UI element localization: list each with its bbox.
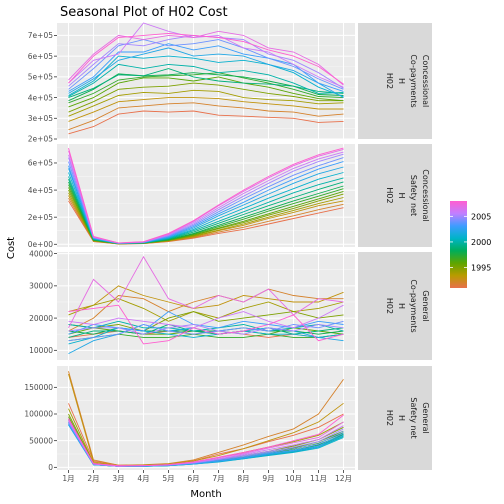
series-line-1998 [68,72,344,102]
series-line-2004 [68,39,344,90]
x-tick-label: 12月 [335,474,352,483]
legend-tick-label: 2005 [471,212,491,221]
series-line-2000 [68,320,344,332]
series-line-1992 [68,288,344,332]
series-line-1993 [68,97,344,122]
series-line-1999 [68,68,344,99]
panel-3: 10000 20000 30000 40000 GeneralCo-paymentsHH… [29,249,432,360]
y-tick-label: 6e+05 [28,52,53,61]
x-tick-label: 4月 [137,474,149,483]
series-line-1992 [68,102,344,131]
y-tick-label: 2e+05 [28,213,53,222]
facet-strip-label: H [397,415,406,421]
x-tick-label: 9月 [262,474,274,483]
y-tick-label: 50000 [29,436,53,445]
series-line-2003 [68,311,344,335]
series-line-1991 [68,110,344,135]
series-line-2008 [68,304,344,345]
chart-title: Seasonal Plot of H02 Cost [60,5,228,20]
series-line-2008 [68,414,344,467]
y-tick-label: 20000 [29,314,53,323]
series-line-1994 [68,89,344,117]
facet-strip [358,252,432,360]
x-tick-label: 1月 [62,474,74,483]
series-line-2006 [68,420,344,467]
x-tick-label: 2月 [87,474,99,483]
x-tick-label: 3月 [112,474,124,483]
x-tick-label: 7月 [212,474,224,483]
facet-strip-label: Safety net [409,397,418,438]
x-tick-label: 6月 [187,474,199,483]
facet-strip-label: H [397,78,406,84]
panel-background [57,252,355,360]
y-tick-label: 0e+00 [28,240,53,249]
series-line-2000 [68,63,344,97]
series-line-2004 [68,320,344,342]
legend-tick-label: 1995 [471,264,491,273]
facet-strip [358,144,432,247]
y-tick-label: 40000 [29,249,53,258]
facet-strip-label: H [397,303,406,309]
facet-strip-label: Co-payments [409,279,418,332]
panel-background [57,366,355,470]
series-line-1993 [68,285,344,313]
facet-strip-label: General [421,402,430,434]
facet-strip-label: H02 [385,187,394,203]
y-tick-label: 5e+05 [28,73,53,82]
y-tick-label: 100000 [24,410,53,419]
series-line-1994 [68,298,344,322]
facet-strip-label: Co-payments [409,54,418,107]
series-line-2005 [68,324,344,335]
y-tick-label: 150000 [24,383,53,392]
series-line-2001 [68,55,344,97]
legend-colorbar [450,201,467,288]
facet-strip-label: H02 [385,298,394,314]
series-line-2008 [68,32,344,85]
series-line-2007 [68,255,344,329]
panel-background [57,23,355,139]
y-tick-label: 4e+05 [28,93,53,102]
series-line-1992 [68,371,344,466]
facet-strip-label: Safety net [409,175,418,216]
facet-strip-label: Concessional [421,169,430,222]
y-tick-label: 30000 [29,282,53,291]
facet-strip [358,366,432,470]
y-tick-label: 7e+05 [28,31,53,40]
x-axis: 1月 2月 3月 4月 5月 6月 7月 8月 9月 10月 11月 12月 [62,470,352,483]
series-line-2001 [68,327,344,345]
series-line-2002 [68,47,344,98]
panel-1: 2e+05 3e+05 4e+05 5e+05 6e+05 7e+05 Concession… [28,22,432,144]
facet-strip-label: H [397,192,406,198]
y-tick-label: 4e+05 [28,186,53,195]
series-line-1995 [68,82,344,113]
series-line-2007 [68,30,344,86]
year-legend: 1995 2000 2005 [450,201,491,288]
x-axis-title: Month [190,489,221,500]
facet-strip [358,23,432,139]
facet-strip-label: H02 [385,410,394,426]
series-line-2006 [68,304,344,329]
facet-strip-label: Concessional [421,55,430,108]
series-line-2003 [68,43,344,92]
y-tick-label: 3e+05 [28,114,53,123]
facet-strip-label: H02 [385,73,394,89]
x-tick-label: 8月 [237,474,249,483]
y-axis-title: Cost [6,237,17,259]
legend-tick-label: 2000 [471,238,491,247]
x-tick-label: 10月 [285,474,302,483]
y-tick-label: 6e+05 [28,159,53,168]
y-tick-label: 0 [48,463,53,472]
y-tick-label: 2e+05 [28,135,53,144]
x-tick-label: 5月 [162,474,174,483]
facet-panels: 2e+05 3e+05 4e+05 5e+05 6e+05 7e+05 Concession… [24,22,432,483]
series-line-2008 [68,147,344,244]
facet-strip-label: General [421,290,430,322]
y-tick-label: 10000 [29,346,53,355]
x-tick-label: 11月 [310,474,327,483]
